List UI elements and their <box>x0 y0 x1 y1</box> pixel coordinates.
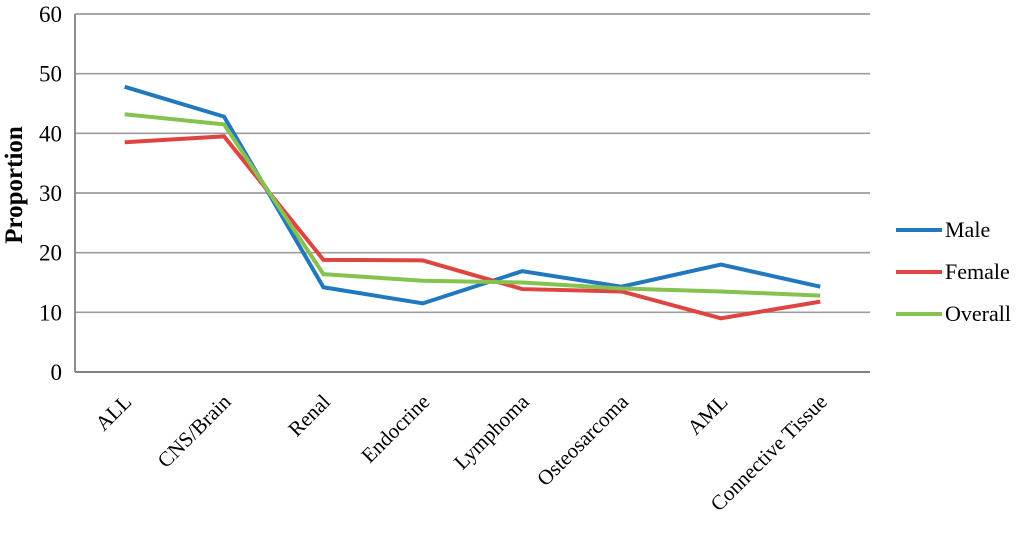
legend-item-female: Female <box>896 257 1011 287</box>
y-tick-label-60: 60 <box>39 2 62 27</box>
legend-label-overall: Overall <box>945 301 1011 326</box>
series-line-male <box>124 84 821 306</box>
y-tick-label-20: 20 <box>39 241 62 266</box>
y-tick-label-0: 0 <box>51 360 63 385</box>
legend-item-male: Male <box>896 215 1011 245</box>
series-line-female <box>124 134 821 321</box>
x-tick-label: Osteosarcoma <box>532 389 634 491</box>
legend-swatch-male <box>896 228 942 232</box>
legend-label-male: Male <box>945 217 991 242</box>
x-tick-label: AML <box>683 390 733 440</box>
y-tick-label-10: 10 <box>39 300 62 325</box>
series-line-overall <box>124 112 821 298</box>
legend-label-female: Female <box>945 259 1010 284</box>
legend-swatch-female <box>896 270 942 274</box>
x-tick-label: ALL <box>90 390 136 436</box>
x-tick-label: Lymphoma <box>449 389 534 474</box>
legend-item-overall: Overall <box>896 299 1011 329</box>
y-tick-label-30: 30 <box>39 181 62 206</box>
x-tick-label: Endocrine <box>356 390 434 468</box>
x-tick-label: CNS/Brain <box>153 389 236 472</box>
y-tick-label-40: 40 <box>39 121 62 146</box>
y-tick-label-50: 50 <box>39 62 62 87</box>
legend: Male Female Overall <box>896 215 1011 341</box>
legend-swatch-overall <box>896 312 942 316</box>
x-tick-label: Renal <box>283 389 335 441</box>
